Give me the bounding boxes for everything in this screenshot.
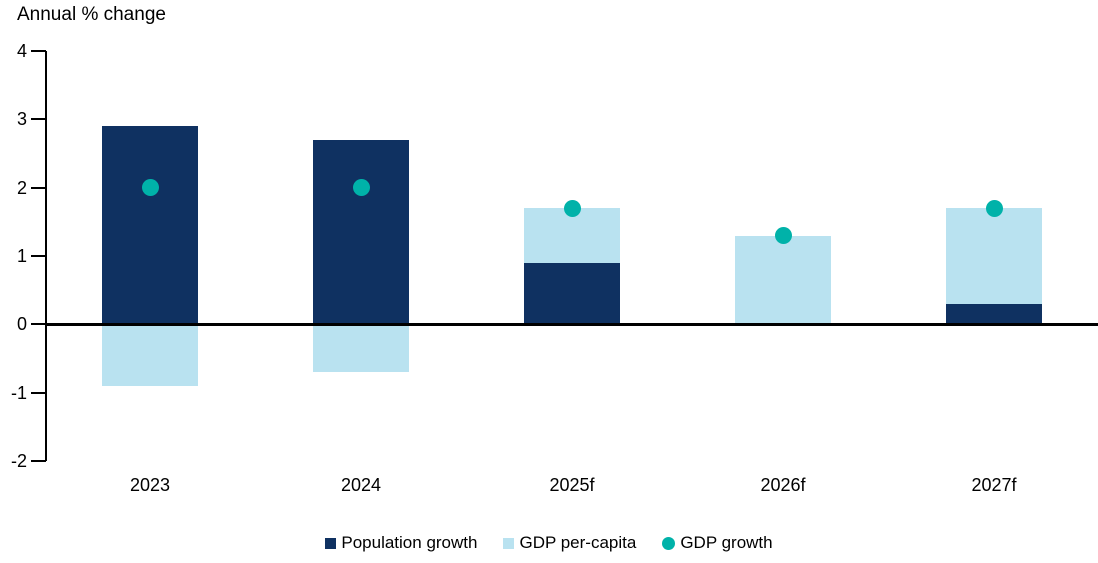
bar-population-growth <box>524 262 620 325</box>
y-tick-label: 2 <box>16 177 27 198</box>
legend-label-gdp-growth: GDP growth <box>680 533 773 552</box>
y-tick-label: 4 <box>16 41 27 61</box>
bar-gdp-per-capita <box>735 235 831 325</box>
chart-title: Annual % change <box>17 4 166 25</box>
legend-item-gdp-per-capita: GDP per-capita <box>503 533 636 553</box>
y-tick-label: 0 <box>16 314 27 335</box>
dot-gdp-growth <box>141 179 159 197</box>
gdp-growth-swatch-icon <box>662 536 676 550</box>
x-axis-label: 2024 <box>340 475 382 495</box>
y-axis-tick <box>31 186 46 189</box>
legend-item-population-growth: Population growth <box>325 533 477 553</box>
y-tick-label: -2 <box>10 451 27 471</box>
bar-population-growth <box>313 139 409 325</box>
x-axis-label: 2026f <box>760 475 806 495</box>
dot-gdp-growth <box>352 179 370 197</box>
y-tick-label: 3 <box>16 109 27 130</box>
x-axis-label: 2025f <box>549 475 595 495</box>
legend-item-gdp-growth: GDP growth <box>662 533 773 553</box>
x-axis-label: 2023 <box>129 475 171 495</box>
dot-gdp-growth <box>774 227 792 244</box>
y-axis-tick <box>31 118 46 121</box>
y-axis <box>45 51 47 461</box>
bar-gdp-per-capita <box>102 324 198 386</box>
y-axis-tick <box>31 323 46 326</box>
dot-gdp-growth <box>563 199 581 217</box>
y-axis-tick <box>31 391 46 394</box>
population-growth-swatch-icon <box>325 537 337 549</box>
y-axis-tick <box>31 255 46 257</box>
bar-population-growth <box>102 126 198 325</box>
legend-label-population-growth: Population growth <box>341 533 478 552</box>
dot-gdp-growth <box>985 199 1003 217</box>
bar-population-growth <box>946 303 1042 325</box>
legend: Population growth GDP per-capita GDP gro… <box>0 533 1098 553</box>
y-axis-tick <box>31 460 46 462</box>
legend-label-gdp-per-capita: GDP per-capita <box>519 533 637 552</box>
zero-baseline <box>45 322 1098 326</box>
x-axis-label: 2027f <box>971 475 1017 495</box>
y-tick-label: -1 <box>10 382 27 403</box>
bar-gdp-per-capita <box>313 324 409 373</box>
bar-gdp-per-capita <box>946 208 1042 304</box>
gdp-per-capita-swatch-icon <box>503 537 515 549</box>
bar-gdp-per-capita <box>524 208 620 263</box>
y-axis-tick <box>31 50 46 52</box>
y-tick-label: 1 <box>16 246 27 266</box>
